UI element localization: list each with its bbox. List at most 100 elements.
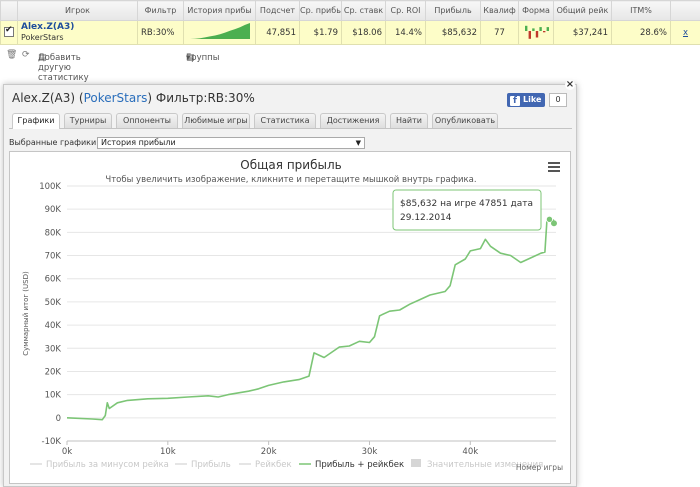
tab-graphs[interactable]: Графики xyxy=(12,113,60,129)
y-tick-label: 70K xyxy=(45,252,62,262)
remove-row-link[interactable]: x xyxy=(682,27,689,38)
graph-select-label: Выбранные графики: xyxy=(9,138,99,147)
x-tick-label: 10k xyxy=(160,447,176,457)
table-row[interactable]: Alex.Z(A3) PokerStars RB:30% 47,851 $1.7… xyxy=(0,20,700,45)
groups-label: Группы xyxy=(186,53,220,63)
chart-menu-icon[interactable] xyxy=(548,162,560,172)
add-stats-label: Добавить другую статистику xyxy=(38,53,89,83)
player-cell[interactable]: Alex.Z(A3) PokerStars xyxy=(17,20,138,45)
header-remove xyxy=(670,0,700,21)
profit-cell: $85,632 xyxy=(425,20,481,45)
form-bar xyxy=(543,31,546,33)
tooltip-line2: 29.12.2014 xyxy=(400,213,452,223)
corner-axis-label: Номер игры xyxy=(516,463,563,472)
header-history[interactable]: История прибы xyxy=(183,0,256,21)
header-avg-roi[interactable]: Ср. ROI xyxy=(385,0,426,21)
form-bar xyxy=(546,27,549,31)
title-filter: Фильтр:RB:30% xyxy=(155,91,255,105)
remove-cell[interactable]: x xyxy=(670,20,700,45)
header-select xyxy=(0,0,18,21)
y-axis-label: Суммарный итог (USD) xyxy=(22,271,30,356)
header-profit[interactable]: Прибыль xyxy=(425,0,481,21)
tab-statistics[interactable]: Статистика xyxy=(254,113,316,128)
header-filter[interactable]: Фильтр xyxy=(137,0,184,21)
header-player[interactable]: Игрок xyxy=(17,0,138,21)
y-tick-label: 90K xyxy=(45,205,62,215)
legend-item[interactable]: Прибыль xyxy=(175,460,231,470)
y-tick-label: 0 xyxy=(56,414,61,424)
close-icon[interactable]: × xyxy=(565,79,575,90)
table-toolbar: 🗑 ⟳ ▤ Добавить другую статистику ▦ Групп… xyxy=(0,47,700,83)
y-tick-label: 80K xyxy=(45,228,62,238)
x-tick-label: 20k xyxy=(261,447,277,457)
facebook-like-button[interactable]: f Like xyxy=(507,93,545,107)
legend-label: Прибыль + рейкбек xyxy=(315,460,404,470)
groups-icon: ▦ xyxy=(186,53,195,63)
itm-cell: 28.6% xyxy=(611,20,671,45)
graph-select[interactable]: История прибыли ▼ xyxy=(97,137,365,149)
title-room-link[interactable]: PokerStars xyxy=(83,91,148,105)
history-sparkline-cell xyxy=(183,20,256,45)
x-tick-label: 30k xyxy=(362,447,378,457)
legend-item[interactable]: Значительные изменения xyxy=(411,459,543,470)
header-total-rake[interactable]: Общий рейк xyxy=(553,0,612,21)
legend-label: Рейкбек xyxy=(255,460,292,470)
chevron-down-icon: ▼ xyxy=(355,139,361,147)
qualif-cell: 77 xyxy=(480,20,519,45)
form-bar xyxy=(525,25,528,31)
trash-icon[interactable]: 🗑 xyxy=(6,50,18,60)
y-tick-label: 40K xyxy=(45,321,62,331)
chart-container[interactable]: Общая прибыль Чтобы увеличить изображение… xyxy=(9,151,571,484)
hover-point[interactable] xyxy=(545,215,554,224)
header-avg-profit[interactable]: Ср. прибы xyxy=(299,0,342,21)
title-player: Alex.Z(A3) xyxy=(12,91,76,105)
profit-chart[interactable]: Общая прибыль Чтобы увеличить изображение… xyxy=(10,152,572,485)
y-tick-label: 10K xyxy=(45,391,62,401)
legend-label: Значительные изменения xyxy=(427,460,543,470)
graph-select-value: История прибыли xyxy=(101,138,176,147)
legend-label: Прибыль за минусом рейка xyxy=(46,460,169,470)
tab-tournaments[interactable]: Турниры xyxy=(64,113,112,128)
filter-cell: RB:30% xyxy=(137,20,184,45)
y-tick-label: 100K xyxy=(39,182,61,192)
header-itm[interactable]: ITM% xyxy=(611,0,671,21)
header-qualif[interactable]: Квалиф xyxy=(480,0,519,21)
form-cell xyxy=(518,20,554,45)
form-bar xyxy=(535,31,539,38)
row-checkbox-cell[interactable] xyxy=(0,20,18,45)
tab-achievements[interactable]: Достижения xyxy=(320,113,386,128)
history-sparkline-area xyxy=(189,23,250,39)
row-checkbox[interactable] xyxy=(4,25,14,38)
last-point-marker xyxy=(550,220,557,227)
legend-item[interactable]: Прибыль за минусом рейка xyxy=(30,460,169,470)
chart-title: Общая прибыль xyxy=(240,158,341,172)
header-form[interactable]: Форма xyxy=(518,0,554,21)
facebook-icon: f xyxy=(510,96,520,106)
tab-publish[interactable]: Опубликовать xyxy=(432,113,498,128)
legend-item[interactable]: Прибыль + рейкбек xyxy=(299,460,404,470)
header-count[interactable]: Подсчет xyxy=(255,0,300,21)
tab-find[interactable]: Найти xyxy=(390,113,428,128)
y-tick-label: 60K xyxy=(45,275,62,285)
x-tick-label: 40k xyxy=(462,447,478,457)
count-cell: 47,851 xyxy=(255,20,300,45)
y-tick-label: 20K xyxy=(45,367,62,377)
avg-stake-cell: $18.06 xyxy=(341,20,386,45)
header-avg-stake[interactable]: Ср. ставк xyxy=(341,0,386,21)
stats-header-row: Игрок Фильтр История прибы Подсчет Ср. п… xyxy=(0,0,700,21)
tab-favorite-games[interactable]: Любимые игры xyxy=(182,113,250,128)
form-bar xyxy=(539,27,542,31)
refresh-icon[interactable]: ⟳ xyxy=(22,50,30,60)
facebook-like-count: 0 xyxy=(549,93,567,107)
tab-opponents[interactable]: Оппоненты xyxy=(116,113,178,128)
player-name-link[interactable]: Alex.Z(A3) xyxy=(21,22,75,32)
tooltip-line1: $85,632 на игре 47851 дата xyxy=(400,199,533,209)
legend-item[interactable]: Рейкбек xyxy=(239,460,292,470)
form-bar xyxy=(532,28,535,31)
avg-profit-cell: $1.79 xyxy=(299,20,342,45)
chevron-down-icon: ▾ xyxy=(186,53,191,63)
form-chart xyxy=(525,25,549,39)
series-line-profit-rakeback[interactable] xyxy=(66,218,555,421)
y-tick-label: 50K xyxy=(45,298,62,308)
